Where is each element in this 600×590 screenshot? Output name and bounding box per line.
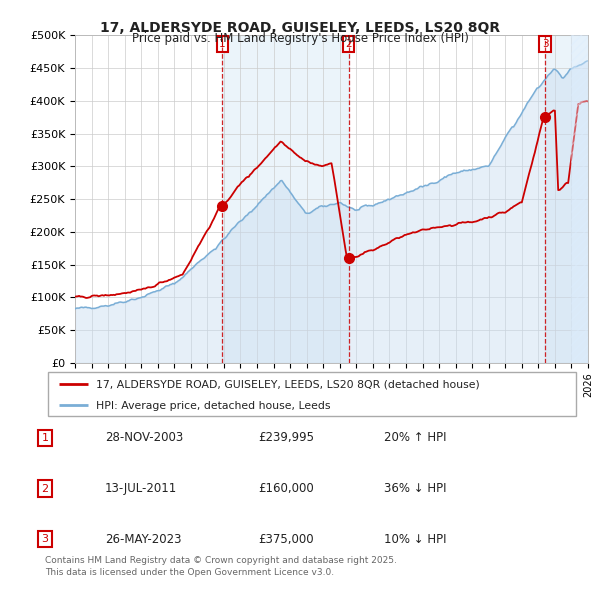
Text: 2: 2 — [41, 484, 49, 493]
Text: 3: 3 — [542, 39, 548, 49]
Text: 2: 2 — [345, 39, 352, 49]
Text: 17, ALDERSYDE ROAD, GUISELEY, LEEDS, LS20 8QR (detached house): 17, ALDERSYDE ROAD, GUISELEY, LEEDS, LS2… — [95, 380, 479, 390]
Bar — [223, 35, 349, 363]
Text: 1: 1 — [41, 433, 49, 442]
Text: 17, ALDERSYDE ROAD, GUISELEY, LEEDS, LS20 8QR: 17, ALDERSYDE ROAD, GUISELEY, LEEDS, LS2… — [100, 21, 500, 35]
FancyBboxPatch shape — [48, 372, 576, 416]
Bar — [545, 35, 588, 363]
Text: £239,995: £239,995 — [258, 431, 314, 444]
Text: 10% ↓ HPI: 10% ↓ HPI — [384, 533, 446, 546]
Text: 1: 1 — [219, 39, 226, 49]
Text: £375,000: £375,000 — [258, 533, 314, 546]
Text: 36% ↓ HPI: 36% ↓ HPI — [384, 482, 446, 495]
Bar — [571, 35, 596, 363]
Text: HPI: Average price, detached house, Leeds: HPI: Average price, detached house, Leed… — [95, 401, 330, 411]
Text: Price paid vs. HM Land Registry's House Price Index (HPI): Price paid vs. HM Land Registry's House … — [131, 32, 469, 45]
Text: 28-NOV-2003: 28-NOV-2003 — [105, 431, 183, 444]
Text: 26-MAY-2023: 26-MAY-2023 — [105, 533, 182, 546]
Text: £160,000: £160,000 — [258, 482, 314, 495]
Text: 20% ↑ HPI: 20% ↑ HPI — [384, 431, 446, 444]
Text: Contains HM Land Registry data © Crown copyright and database right 2025.
This d: Contains HM Land Registry data © Crown c… — [45, 556, 397, 577]
Text: 3: 3 — [41, 535, 49, 544]
Text: 13-JUL-2011: 13-JUL-2011 — [105, 482, 177, 495]
